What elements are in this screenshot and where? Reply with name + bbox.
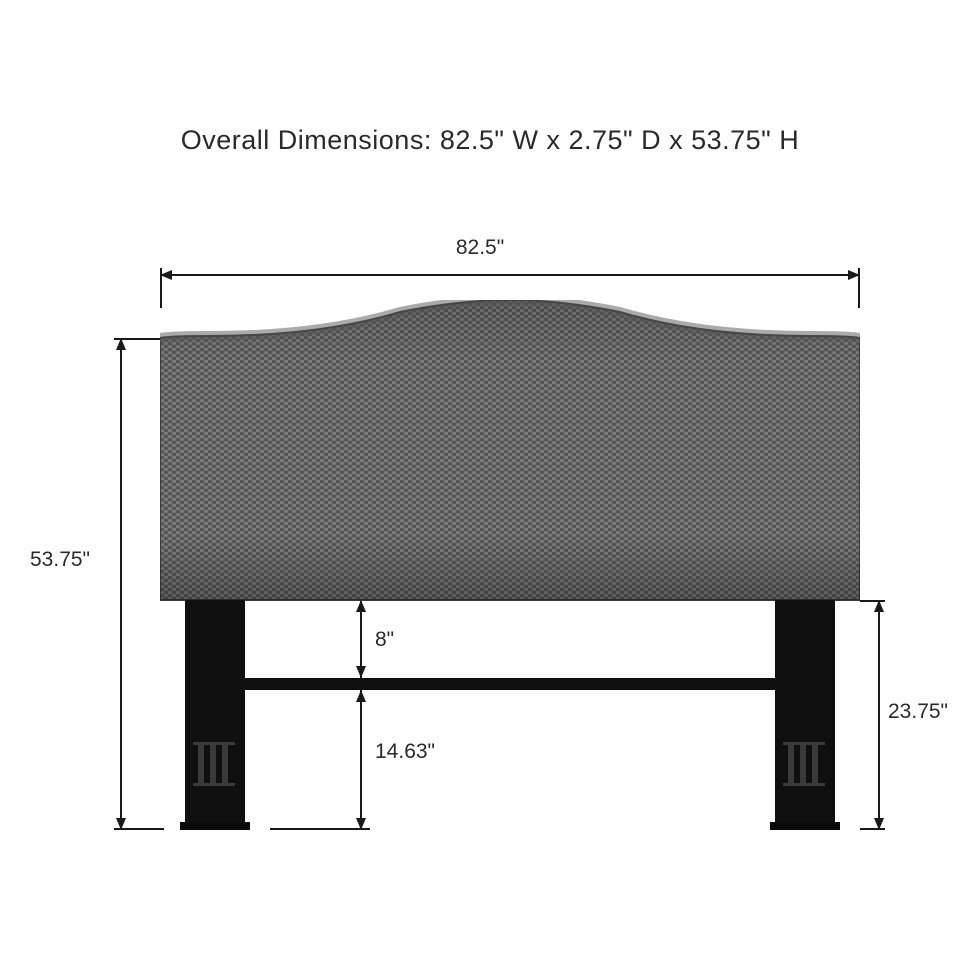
leg-height-label: 23.75" [888, 700, 948, 724]
width-dim-line [160, 274, 860, 276]
total-height-ext-top [114, 338, 164, 340]
left-leg [180, 600, 250, 830]
total-height-line [120, 338, 122, 830]
total-height-ext-bottom [114, 828, 164, 830]
leg-height-ext-bottom [860, 828, 885, 830]
dimension-diagram: 82.5" 53.75" 23.75" 8" 14.63" [80, 240, 900, 860]
right-leg [770, 600, 840, 830]
crossbar [245, 678, 775, 690]
leg-height-ext-top [860, 600, 885, 602]
width-arrow-left [160, 270, 172, 280]
headboard-illustration [160, 300, 860, 830]
leg-height-line [878, 600, 880, 830]
overall-dimensions-title: Overall Dimensions: 82.5" W x 2.75" D x … [0, 125, 980, 156]
total-height-label: 53.75" [30, 548, 90, 572]
leg-height-arrow-up [874, 600, 884, 612]
width-label: 82.5" [456, 236, 504, 260]
total-height-arrow-up [116, 338, 126, 350]
